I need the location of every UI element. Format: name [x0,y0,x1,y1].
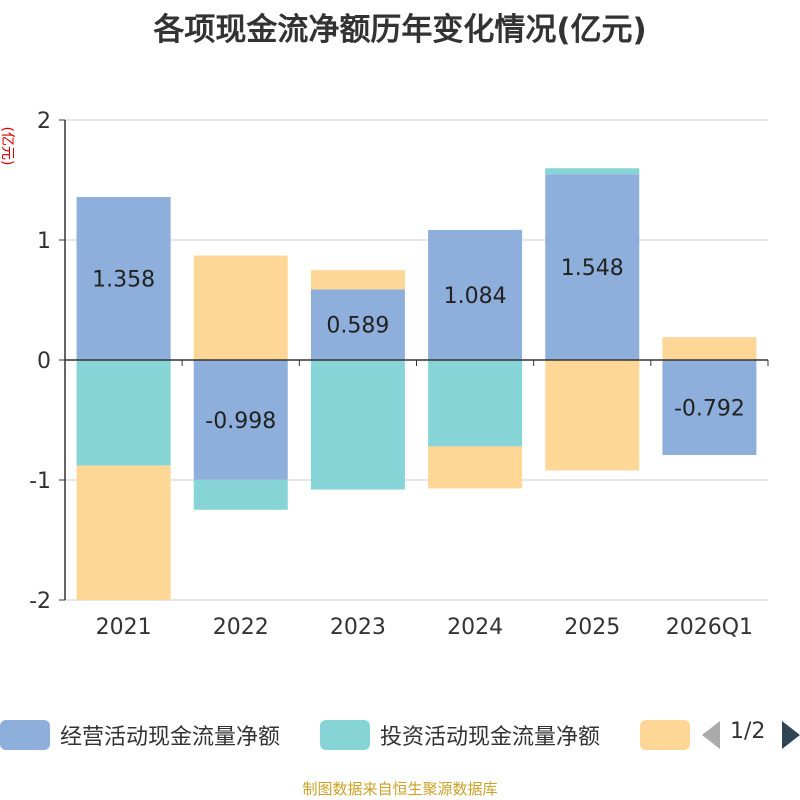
data-label-2024: 1.084 [444,284,507,309]
legend-swatch-operating[interactable] [0,720,50,750]
legend-swatch-investing[interactable] [320,720,370,750]
x-tick-label-2025: 2025 [564,615,620,640]
bar-2026Q1-series-2 [662,337,757,360]
legend-next-page-icon[interactable] [782,721,800,749]
bar-2024-series-0 [428,229,523,360]
legend[interactable]: 经营活动现金流量净额 投资活动现金流量净额 [0,717,700,753]
legend-page-indicator: 1/2 [730,719,766,744]
bar-2023-series-2 [310,270,405,290]
bar-2022-series-0 [193,360,288,480]
data-label-2021: 1.358 [92,268,155,293]
x-tick-label-2026Q1: 2026Q1 [666,615,753,640]
bar-2022-series-2 [193,255,288,360]
y-tick-label: -1 [29,469,51,494]
bar-2026Q1-series-0 [662,360,757,456]
x-tick-label-2022: 2022 [213,615,269,640]
y-tick-label: -2 [29,589,51,614]
legend-label-operating[interactable]: 经营活动现金流量净额 [60,725,281,750]
data-label-2026Q1: -0.792 [674,397,745,422]
bar-2025-series-1 [545,168,640,175]
data-source-footer: 制图数据来自恒生聚源数据库 [302,780,498,798]
data-label-2025: 1.548 [561,256,624,281]
y-tick-label: 2 [37,109,51,134]
x-tick-label-2023: 2023 [330,615,386,640]
bar-2021-series-2 [76,465,171,600]
x-tick-label-2021: 2021 [96,615,152,640]
stacked-bar-chart: 2 1 0 -1 -2 1.358 2021 -0.998 2022 0.589 2023 1.084… [29,109,769,640]
chart-title: 各项现金流净额历年变化情况(亿元) [153,12,647,48]
bar-2025-series-2 [545,360,640,471]
y-tick-label: 1 [37,229,51,254]
bar-2023-series-0 [310,289,405,360]
legend-label-investing[interactable]: 投资活动现金流量净额 [380,725,601,750]
bar-2024-series-1 [428,360,523,447]
bar-2021-series-0 [76,197,171,360]
bar-2023-series-1 [310,360,405,490]
data-label-2022: -0.998 [205,409,276,434]
x-tick-label-2024: 2024 [447,615,503,640]
legend-prev-page-icon[interactable] [702,721,720,749]
data-label-2023: 0.589 [326,314,389,339]
legend-swatch-third[interactable] [640,720,690,750]
bar-2022-series-1 [193,479,288,510]
bar-2024-series-2 [428,446,523,489]
bar-2025-series-0 [545,174,640,360]
bar-2021-series-1 [76,360,171,466]
y-tick-label: 0 [37,349,51,374]
